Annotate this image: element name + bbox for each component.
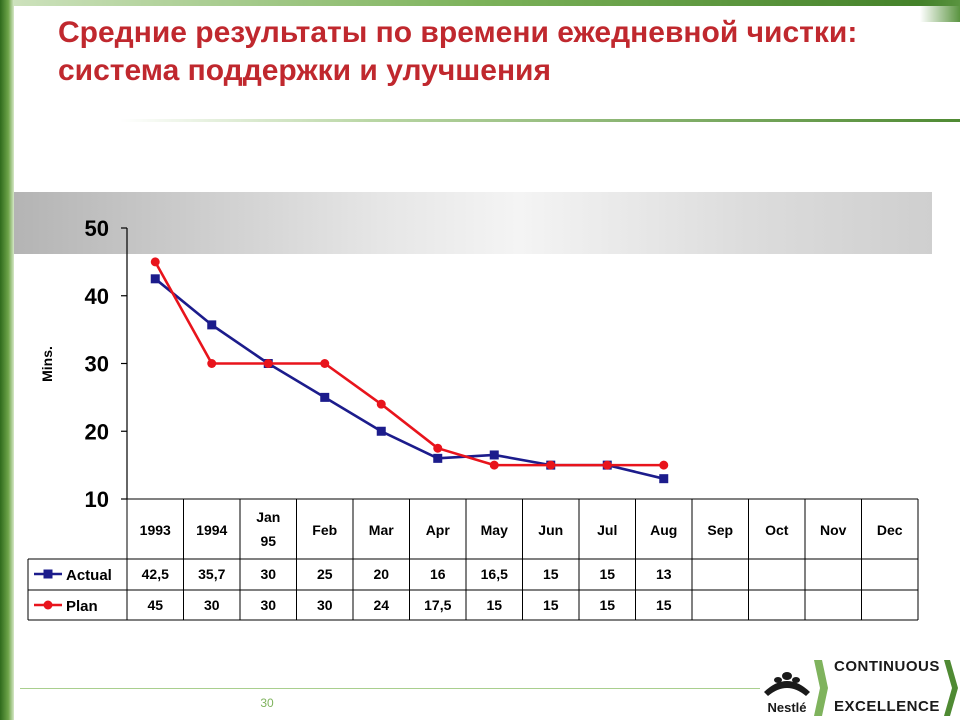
title-divider [120,119,960,122]
category-label: 95 [260,533,276,549]
brand-program-top: CONTINUOUS [834,658,940,675]
data-point-plan [602,460,612,470]
data-label: 30 [260,597,276,613]
category-label: May [481,522,508,538]
y-axis-label: Mins. [39,346,55,382]
chevron-icon [814,660,828,716]
category-label: Dec [877,522,903,538]
data-point-actual [150,274,160,284]
category-label: Mar [369,522,394,538]
corner-accent [920,0,960,22]
category-label: Aug [650,522,677,538]
data-point-actual [659,474,669,484]
data-label: 15 [599,597,615,613]
category-label: Apr [426,522,451,538]
series-line-plan [154,261,664,467]
data-label: 30 [260,566,276,582]
data-point-actual [320,392,330,402]
brand-logo: Nestlé CONTINUOUS EXCELLENCE [758,658,958,718]
data-label: 15 [656,597,672,613]
footer-divider [20,688,760,689]
data-point-plan [263,359,273,368]
series-line-actual [154,277,665,480]
data-label: 25 [317,566,333,582]
data-label: 30 [317,597,333,613]
y-tick-label: 50 [85,216,109,241]
page-number: 30 [260,696,274,710]
data-label: 24 [373,597,389,613]
data-label: 17,5 [424,597,451,613]
top-accent-bar [0,0,960,6]
category-label: Jul [597,522,617,538]
brand-program-bottom: EXCELLENCE [834,698,940,715]
chart-header-band [14,192,932,254]
data-label: 20 [373,566,389,582]
legend-marker-plan [43,600,53,610]
legend-label: Plan [66,598,98,615]
category-label: Sep [707,522,733,538]
data-point-plan [150,257,160,267]
data-label: 15 [486,597,502,613]
data-point-actual [433,453,443,463]
data-point-plan [659,460,669,470]
data-label: 35,7 [198,566,225,582]
data-point-plan [546,460,556,470]
data-label: 45 [147,597,163,613]
nestle-nest-logo: Nestlé [764,672,810,715]
data-label: 15 [543,597,559,613]
data-label: 42,5 [142,566,169,582]
category-label: Jan [256,509,280,525]
data-label: 15 [599,566,615,582]
category-label: 1993 [140,522,171,538]
data-point-actual [489,450,499,460]
slide-title: Средние результаты по времени ежедневной… [58,16,858,87]
nestle-wordmark: Nestlé [767,700,806,715]
data-point-plan [376,399,386,409]
category-label: Feb [312,522,337,538]
data-label: 16,5 [481,566,508,582]
y-tick-label: 40 [85,284,109,309]
data-point-plan [433,443,443,453]
data-point-actual [376,426,386,436]
data-point-actual [207,320,217,330]
data-label: 30 [204,597,220,613]
data-point-plan [489,460,499,470]
category-label: Oct [765,522,789,538]
y-tick-label: 30 [85,352,109,377]
y-tick-label: 10 [85,487,109,512]
legend-label: Actual [66,567,112,584]
legend-marker-actual [43,569,53,579]
category-label: Nov [820,522,847,538]
category-label: Jun [538,522,563,538]
y-tick-label: 20 [85,419,109,444]
data-label: 16 [430,566,446,582]
category-label: 1994 [196,522,227,538]
left-accent-bar [0,0,14,720]
data-label: 13 [656,566,672,582]
data-point-plan [207,359,217,368]
chevron-icon-right [944,660,958,716]
data-label: 15 [543,566,559,582]
continuous-excellence-logo: CONTINUOUS EXCELLENCE [830,658,958,718]
data-point-plan [320,359,330,368]
